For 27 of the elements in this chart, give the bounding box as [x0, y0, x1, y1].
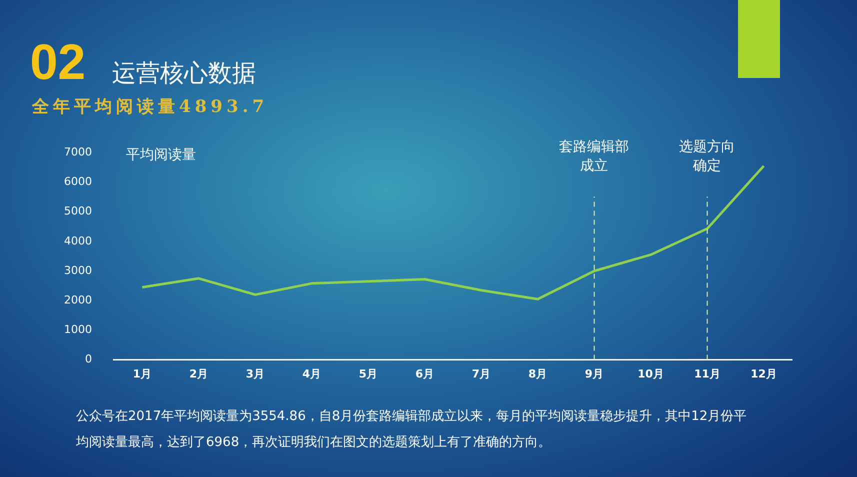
x-tick-label: 1月 [132, 367, 152, 380]
y-tick-label: 3000 [64, 264, 92, 277]
x-tick-label: 7月 [472, 367, 491, 380]
x-tick-label: 11月 [694, 367, 720, 380]
x-tick-label: 4月 [302, 367, 322, 380]
text: 02 [30, 34, 86, 90]
x-tick-label: 2月 [189, 367, 208, 380]
y-tick-label: 7000 [64, 145, 92, 158]
x-tick-label: 5月 [358, 367, 378, 380]
x-tick-label: 8月 [528, 367, 548, 380]
y-tick-label: 0 [84, 352, 92, 366]
ref-line-label: 套路编辑部成立 [559, 139, 630, 174]
x-tick-label: 3月 [246, 367, 265, 380]
chart-title: 运营核心数据 [112, 58, 256, 88]
ref-line-label: 选题方向确定 [679, 139, 736, 174]
text: 公众号在2017年平均阅读量为3554.86，自8月份套路编辑部成立以来，每月的平均阅读量稳步提升，其中12月份平均阅读量最高，达到了6968，再次证明我们在图文的选题策划上有了准确的方向。 [76, 408, 748, 452]
y-tick-label: 2000 [64, 293, 92, 306]
y-tick-label: 5000 [64, 204, 92, 218]
y-tick-label: 4000 [64, 234, 92, 248]
chart-subtitle: 全年平均阅读量4893.7 [32, 96, 268, 118]
x-tick-label: 12月 [750, 367, 777, 380]
y-tick-label: 1000 [64, 323, 92, 336]
x-tick-label: 9月 [584, 367, 604, 380]
x-tick-label: 6月 [415, 367, 434, 380]
y-axis-title: 平均阅读量 [126, 147, 196, 164]
x-tick-label: 10月 [638, 367, 664, 380]
y-tick-label: 6000 [64, 175, 92, 188]
